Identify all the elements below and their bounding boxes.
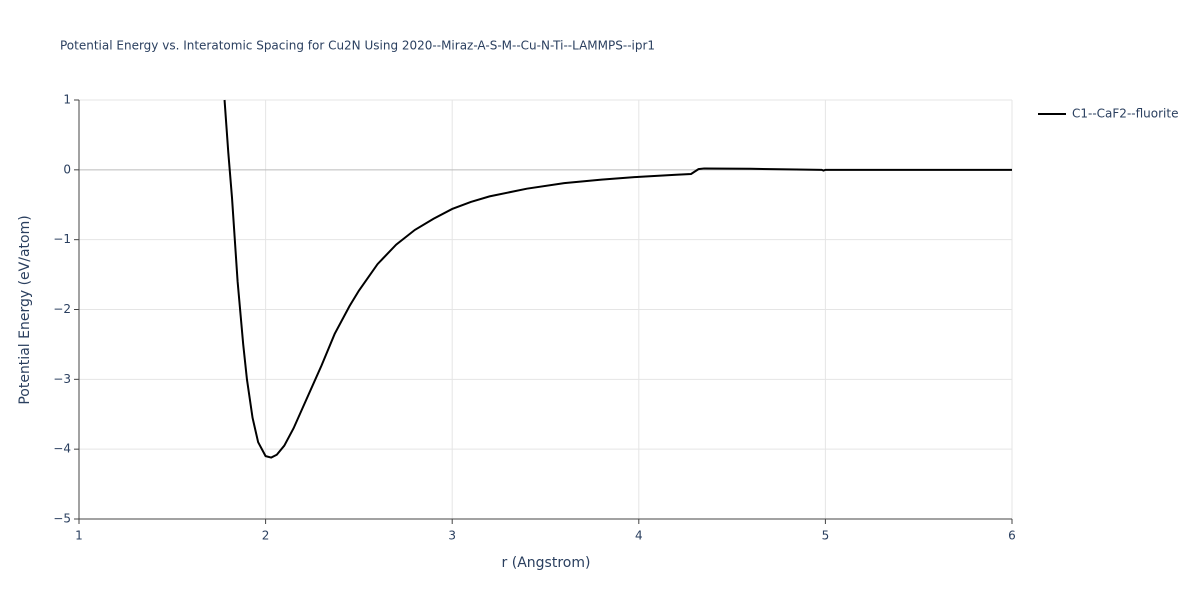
x-tick-label: 4 [635,529,643,543]
x-axis-label: r (Angstrom) [502,555,591,571]
y-tick-label: 1 [63,93,71,107]
y-axis-label: Potential Energy (eV/atom) [17,215,33,404]
x-tick-label: 1 [75,529,83,543]
y-tick-label: −1 [53,232,71,246]
y-tick-label: −2 [53,302,71,316]
y-tick-label: −4 [53,442,71,456]
chart-title: Potential Energy vs. Interatomic Spacing… [60,39,655,53]
legend-label: C1--CaF2--fluorite [1072,107,1178,121]
x-tick-label: 5 [822,529,830,543]
x-tick-label: 6 [1008,529,1016,543]
y-tick-label: −5 [53,512,71,526]
data-line [223,99,1012,459]
x-tick-label: 2 [262,529,270,543]
y-tick-label: −3 [53,372,71,386]
x-tick-label: 3 [448,529,456,543]
y-tick-label: 0 [63,162,71,176]
